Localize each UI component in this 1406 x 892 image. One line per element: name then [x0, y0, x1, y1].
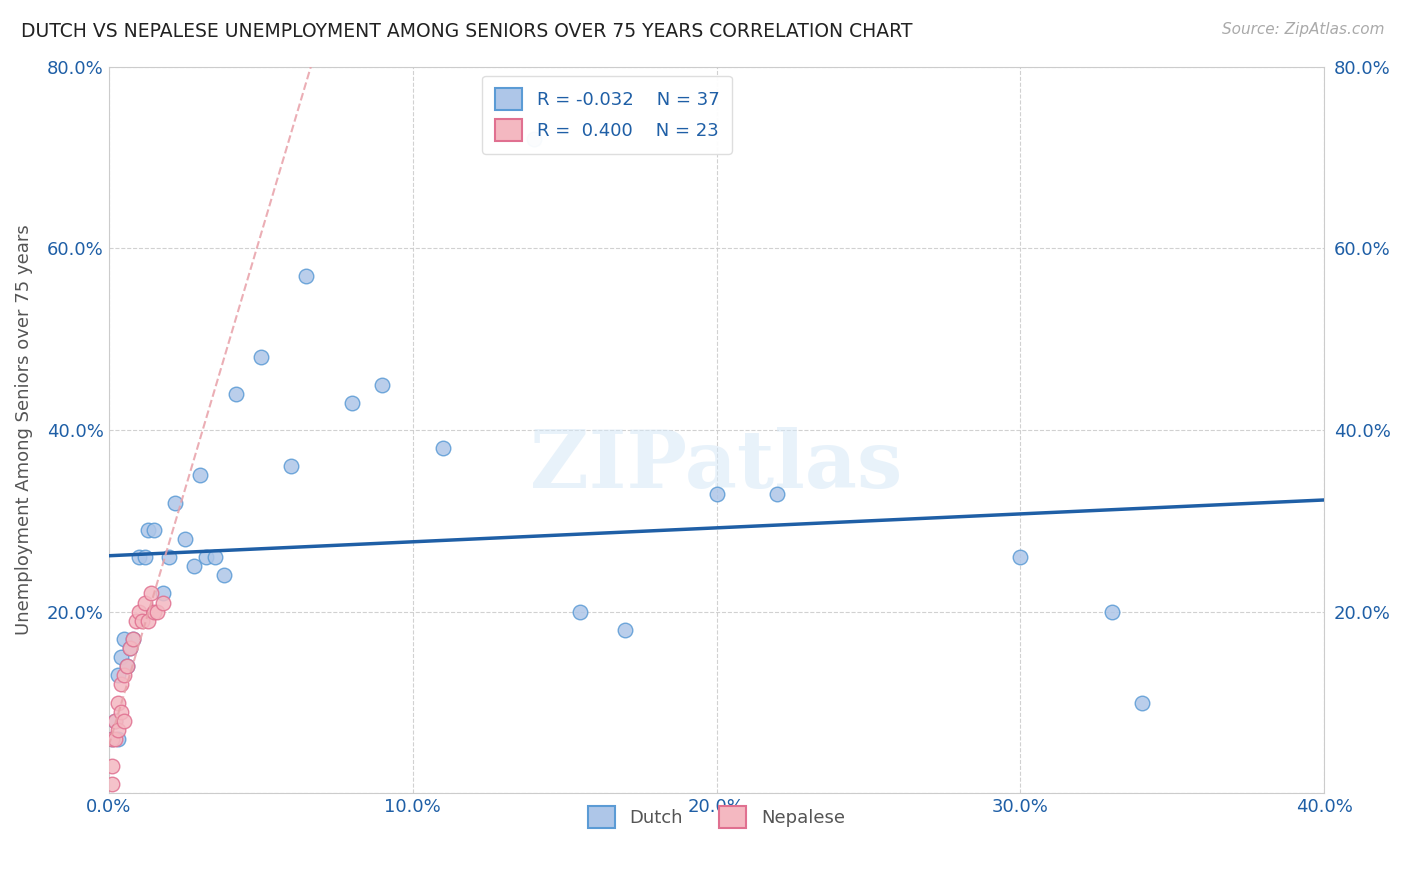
- Point: [100, 777, 122, 791]
- Point: [523, 132, 546, 146]
- Text: ZIPatlas: ZIPatlas: [530, 427, 903, 505]
- Point: [340, 395, 363, 409]
- Point: [115, 659, 138, 673]
- Point: [118, 640, 141, 655]
- Point: [136, 614, 159, 628]
- Point: [107, 731, 129, 746]
- Point: [134, 550, 156, 565]
- Point: [110, 650, 132, 665]
- Point: [112, 714, 135, 728]
- Point: [134, 596, 156, 610]
- Point: [112, 632, 135, 646]
- Text: Source: ZipAtlas.com: Source: ZipAtlas.com: [1222, 22, 1385, 37]
- Point: [143, 605, 166, 619]
- Point: [1101, 605, 1123, 619]
- Point: [212, 568, 235, 582]
- Point: [183, 559, 205, 574]
- Point: [107, 668, 129, 682]
- Point: [107, 696, 129, 710]
- Point: [614, 623, 637, 637]
- Point: [110, 705, 132, 719]
- Point: [115, 659, 138, 673]
- Point: [104, 714, 127, 728]
- Point: [173, 532, 195, 546]
- Point: [100, 759, 122, 773]
- Point: [107, 723, 129, 737]
- Point: [1130, 696, 1153, 710]
- Point: [280, 459, 302, 474]
- Point: [1010, 550, 1032, 565]
- Point: [141, 586, 163, 600]
- Point: [157, 550, 180, 565]
- Point: [225, 386, 247, 401]
- Point: [295, 268, 318, 283]
- Point: [194, 550, 217, 565]
- Point: [100, 731, 122, 746]
- Point: [152, 596, 174, 610]
- Point: [125, 614, 148, 628]
- Point: [122, 632, 145, 646]
- Point: [188, 468, 211, 483]
- Legend: Dutch, Nepalese: Dutch, Nepalese: [581, 798, 852, 835]
- Point: [100, 731, 122, 746]
- Point: [568, 605, 591, 619]
- Point: [128, 550, 150, 565]
- Point: [112, 668, 135, 682]
- Point: [136, 523, 159, 537]
- Point: [432, 441, 454, 455]
- Point: [165, 496, 187, 510]
- Y-axis label: Unemployment Among Seniors over 75 years: Unemployment Among Seniors over 75 years: [15, 225, 32, 635]
- Point: [146, 605, 169, 619]
- Point: [766, 486, 789, 500]
- Point: [131, 614, 153, 628]
- Point: [104, 731, 127, 746]
- Point: [118, 640, 141, 655]
- Point: [122, 632, 145, 646]
- Point: [128, 605, 150, 619]
- Text: DUTCH VS NEPALESE UNEMPLOYMENT AMONG SENIORS OVER 75 YEARS CORRELATION CHART: DUTCH VS NEPALESE UNEMPLOYMENT AMONG SEN…: [21, 22, 912, 41]
- Point: [204, 550, 226, 565]
- Point: [371, 377, 394, 392]
- Point: [104, 714, 127, 728]
- Point: [249, 351, 271, 365]
- Point: [152, 586, 174, 600]
- Point: [110, 677, 132, 691]
- Point: [706, 486, 728, 500]
- Point: [143, 523, 166, 537]
